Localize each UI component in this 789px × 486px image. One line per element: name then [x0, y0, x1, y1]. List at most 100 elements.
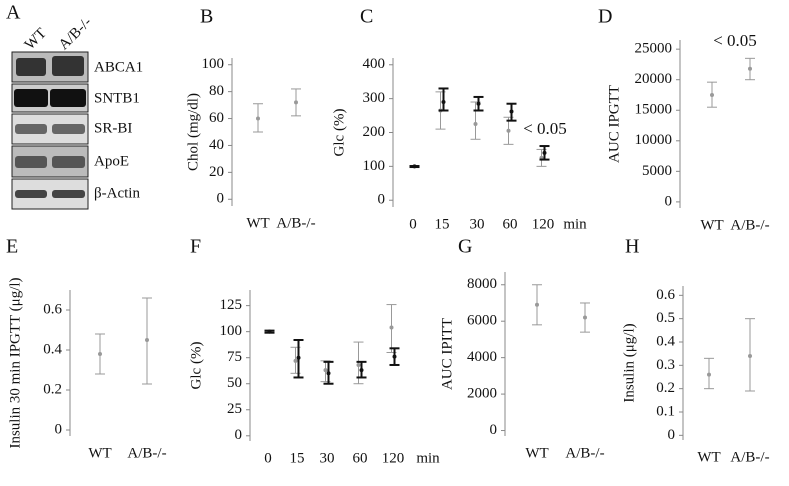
y-tick-label: 8000 — [467, 276, 497, 292]
point — [293, 358, 298, 363]
x-tick-label: 30 — [320, 450, 335, 466]
point — [256, 116, 260, 121]
y-tick-label: 0 — [235, 427, 243, 443]
y-tick-label: 100 — [220, 323, 243, 339]
blot — [11, 51, 89, 210]
y-axis-label: AUC IPGTT — [606, 85, 622, 163]
y-axis-label: Chol (mg/dl) — [185, 93, 201, 171]
point — [296, 355, 301, 360]
y-tick-label: 0 — [217, 191, 225, 207]
y-tick-label: 0.6 — [656, 287, 675, 303]
lane-label: A/B-/- — [56, 14, 95, 53]
point — [392, 354, 397, 359]
x-tick-label: A/B-/- — [127, 445, 166, 461]
y-tick-label: 0 — [490, 422, 498, 438]
y-tick-label: 100 — [363, 158, 386, 174]
point — [267, 329, 272, 334]
x-axis-label: min — [563, 216, 587, 232]
y-tick-label: 75 — [227, 349, 242, 365]
x-tick-label: 0 — [264, 450, 272, 466]
point — [535, 302, 539, 307]
x-tick-label: WT — [525, 445, 548, 461]
y-tick-label: 0 — [665, 193, 673, 209]
point — [506, 128, 511, 133]
point — [583, 315, 587, 320]
x-tick-label: A/B-/- — [276, 215, 315, 231]
point — [473, 122, 478, 127]
panel-letter: G — [458, 236, 472, 258]
point — [389, 325, 394, 330]
y-tick-label: 20000 — [635, 71, 673, 87]
panel-letter: C — [360, 6, 373, 28]
panel-letter: F — [190, 236, 201, 258]
x-tick-label: 120 — [382, 450, 405, 466]
y-tick-label: 15000 — [635, 102, 673, 118]
y-tick-label: 300 — [363, 90, 386, 106]
band-label: ApoE — [94, 153, 129, 169]
y-tick-label: 100 — [202, 56, 225, 72]
point — [748, 354, 752, 358]
lane-label: WT — [22, 25, 50, 53]
panel-letter: H — [625, 236, 639, 258]
y-tick-label: 60 — [209, 110, 224, 126]
y-tick-label: 25 — [227, 401, 242, 417]
x-tick-label: 30 — [470, 216, 485, 232]
point — [326, 371, 331, 376]
x-tick-label: WT — [88, 445, 111, 461]
annotation: < 0.05 — [523, 119, 567, 138]
panel-letter: A — [6, 2, 21, 24]
y-axis-label: AUC IPITT — [439, 318, 455, 390]
point — [476, 101, 481, 106]
point — [710, 92, 714, 97]
band-label: ABCA1 — [94, 59, 143, 75]
y-tick-label: 0.5 — [656, 310, 675, 326]
band-label: SR-BI — [94, 120, 132, 136]
band-label: β-Actin — [94, 185, 140, 201]
x-tick-label: 15 — [435, 216, 450, 232]
x-tick-label: WT — [700, 217, 723, 233]
panel-letter: B — [200, 6, 213, 28]
point — [412, 164, 417, 169]
x-tick-label: A/B-/- — [730, 449, 769, 465]
y-tick-label: 200 — [363, 124, 386, 140]
point — [323, 368, 328, 373]
y-tick-label: 0.1 — [656, 403, 675, 419]
y-tick-label: 50 — [227, 375, 242, 391]
y-tick-label: 0.2 — [43, 381, 62, 397]
point — [542, 150, 547, 155]
y-tick-label: 4000 — [467, 349, 497, 365]
y-tick-label: 0.6 — [43, 301, 62, 317]
x-tick-label: 60 — [353, 450, 368, 466]
annotation: < 0.05 — [713, 31, 757, 50]
x-tick-label: A/B-/- — [730, 217, 769, 233]
y-tick-label: 400 — [363, 56, 386, 72]
point — [98, 352, 102, 356]
point — [145, 338, 149, 342]
point — [748, 66, 752, 71]
panel-letter: D — [598, 6, 612, 28]
point — [356, 362, 361, 367]
band-label: SNTB1 — [94, 90, 140, 106]
y-tick-label: 0 — [55, 421, 63, 437]
y-tick-label: 10000 — [635, 132, 673, 148]
y-tick-label: 25000 — [635, 41, 673, 57]
x-tick-label: 60 — [503, 216, 518, 232]
x-tick-label: WT — [697, 449, 720, 465]
x-axis-label: min — [416, 450, 440, 466]
y-tick-label: 0 — [378, 192, 386, 208]
point — [359, 368, 364, 373]
y-tick-label: 0.4 — [656, 333, 675, 349]
y-tick-label: 0.3 — [656, 357, 675, 373]
x-tick-label: A/B-/- — [565, 445, 604, 461]
point — [509, 109, 514, 114]
y-tick-label: 125 — [220, 297, 243, 313]
y-tick-label: 6000 — [467, 313, 497, 329]
y-axis-label: Insulin (μg/l) — [621, 323, 637, 402]
y-tick-label: 0 — [668, 427, 676, 443]
y-tick-label: 2000 — [467, 386, 497, 402]
y-tick-label: 0.2 — [656, 380, 675, 396]
y-tick-label: 5000 — [642, 163, 672, 179]
panel-letter: E — [6, 236, 18, 258]
y-axis-label: Insulin 30 min IPGTT (μg/l) — [7, 277, 23, 448]
